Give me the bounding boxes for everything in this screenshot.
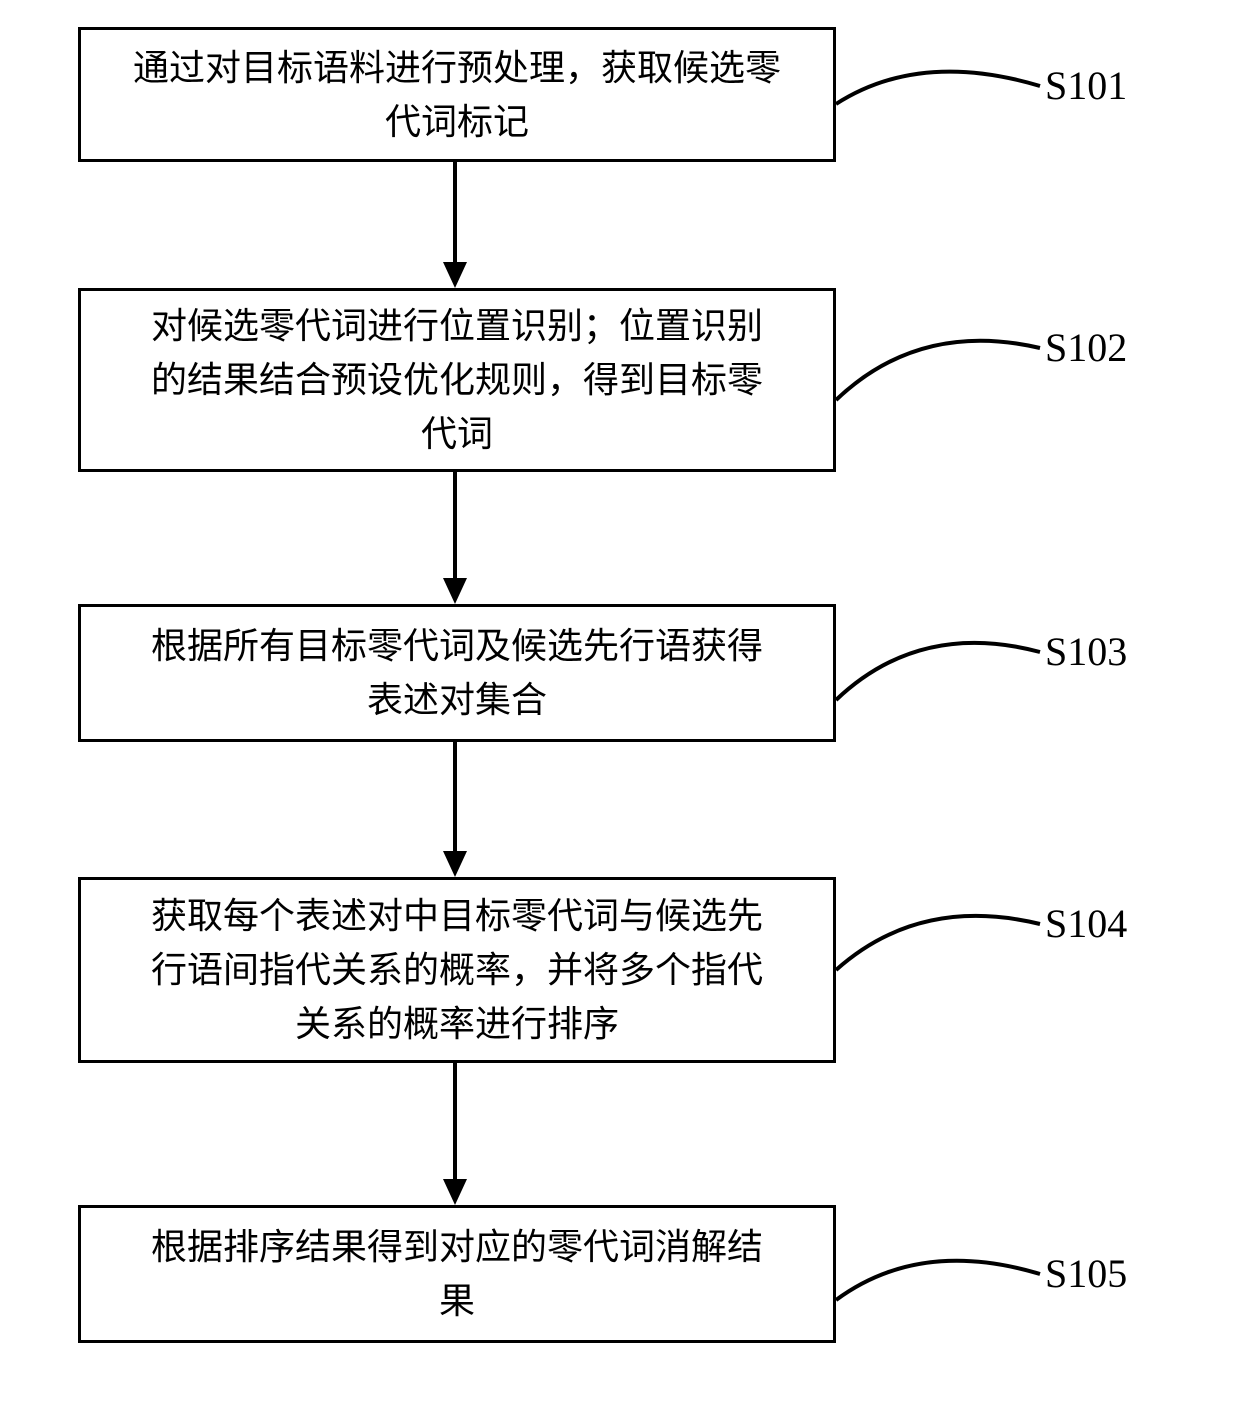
step-label-S102: S102 [1045, 324, 1127, 371]
arrow-head-icon [443, 578, 467, 604]
arrow-head-icon [443, 262, 467, 288]
flow-step-S101: 通过对目标语料进行预处理，获取候选零 代词标记 [78, 27, 836, 162]
step-label-S105: S105 [1045, 1250, 1127, 1297]
arrow-head-icon [443, 851, 467, 877]
flow-step-text: 根据所有目标零代词及候选先行语获得 表述对集合 [151, 619, 763, 727]
connector-curve-S102 [836, 341, 1040, 400]
connector-curve-S105 [836, 1261, 1040, 1300]
step-label-S101: S101 [1045, 62, 1127, 109]
arrow-line [453, 742, 457, 851]
step-label-S104: S104 [1045, 900, 1127, 947]
arrow-line [453, 162, 457, 262]
flow-step-text: 通过对目标语料进行预处理，获取候选零 代词标记 [133, 41, 781, 149]
connector-curve-S101 [836, 72, 1040, 104]
connector-curve-S104 [836, 916, 1040, 970]
arrow-head-icon [443, 1179, 467, 1205]
arrow-line [453, 472, 457, 578]
step-label-S103: S103 [1045, 628, 1127, 675]
flow-step-text: 获取每个表述对中目标零代词与候选先 行语间指代关系的概率，并将多个指代 关系的概… [151, 889, 763, 1051]
flow-step-S103: 根据所有目标零代词及候选先行语获得 表述对集合 [78, 604, 836, 742]
flow-step-S104: 获取每个表述对中目标零代词与候选先 行语间指代关系的概率，并将多个指代 关系的概… [78, 877, 836, 1063]
connector-curve-S103 [836, 643, 1040, 700]
flow-step-S105: 根据排序结果得到对应的零代词消解结 果 [78, 1205, 836, 1343]
flow-step-S102: 对候选零代词进行位置识别；位置识别 的结果结合预设优化规则，得到目标零 代词 [78, 288, 836, 472]
flow-step-text: 根据排序结果得到对应的零代词消解结 果 [151, 1220, 763, 1328]
arrow-line [453, 1063, 457, 1179]
flow-step-text: 对候选零代词进行位置识别；位置识别 的结果结合预设优化规则，得到目标零 代词 [151, 299, 763, 461]
